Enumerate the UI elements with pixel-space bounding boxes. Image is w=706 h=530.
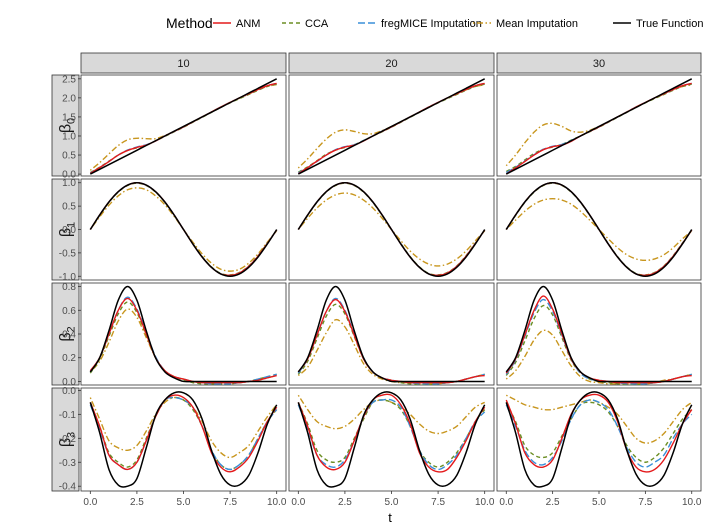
legend: Method ANM CCA fregMICE Imputation Mean Imp…	[166, 15, 703, 31]
series-line-1-panel-3-1	[297, 399, 486, 468]
row-strip-2	[51, 282, 80, 386]
row-strip-label-1: β1	[58, 222, 78, 237]
series-line-1-panel-2-0	[89, 301, 277, 385]
y-tick-label-2-4: 0.8	[62, 282, 76, 293]
series-line-2-panel-3-1	[297, 398, 486, 471]
series-line-4-panel-1-1	[297, 181, 486, 278]
column-strip-label-2: 30	[593, 58, 605, 70]
series-line-2-panel-3-2	[505, 399, 693, 468]
y-tick-label-3-2: -0.2	[59, 434, 77, 445]
panel-3-0	[80, 387, 287, 492]
x-tick-label-1-1: 2.5	[338, 497, 352, 508]
panel-border-2-1	[288, 282, 495, 386]
series-line-1-panel-2-1	[297, 303, 485, 385]
panel-2-1	[288, 282, 495, 386]
x-tick-label-2-1: 2.5	[546, 497, 560, 508]
legend-label-1: CCA	[305, 18, 329, 30]
column-strip-label-1: 20	[385, 58, 397, 70]
y-tick-label-1-3: 0.5	[62, 202, 76, 213]
y-tick-label-1-0: -1.0	[59, 272, 77, 283]
column-strip-label-0: 10	[177, 58, 189, 70]
y-tick-label-0-5: 2.5	[62, 74, 76, 85]
x-tick-label-1-2: 5.0	[385, 497, 399, 508]
x-axis-label: t	[388, 510, 392, 525]
x-tick-label-0-2: 5.0	[177, 497, 191, 508]
y-tick-label-3-3: -0.1	[59, 410, 77, 421]
x-tick-label-0-1: 2.5	[130, 497, 144, 508]
x-tick-label-2-2: 5.0	[592, 497, 606, 508]
panel-1-0	[80, 178, 287, 281]
panel-border-2-0	[80, 282, 287, 386]
panel-2-2	[496, 282, 702, 386]
legend-label-4: True Function	[636, 18, 703, 30]
series-line-4-panel-3-2	[505, 391, 693, 488]
x-tick-label-0-3: 7.5	[223, 497, 237, 508]
y-tick-label-1-1: -0.5	[59, 248, 77, 259]
series-line-4-panel-0-1	[297, 78, 486, 175]
y-tick-label-3-0: -0.4	[59, 482, 77, 493]
series-line-4-panel-0-0	[89, 78, 278, 175]
series-line-0-panel-3-2	[505, 393, 693, 473]
y-tick-label-2-1: 0.2	[62, 353, 76, 364]
y-tick-label-0-4: 2.0	[62, 93, 76, 104]
y-tick-label-3-1: -0.3	[59, 458, 77, 469]
y-tick-label-2-3: 0.6	[62, 306, 76, 317]
panel-1-1	[288, 178, 495, 281]
legend-label-3: Mean Imputation	[496, 18, 578, 30]
series-line-0-panel-3-0	[89, 394, 278, 473]
y-tick-label-0-0: 0.0	[62, 170, 76, 181]
panel-2-0	[80, 282, 287, 386]
row-strip-3	[51, 387, 80, 492]
column-strip-1	[288, 52, 495, 74]
series-line-4-panel-1-2	[505, 181, 693, 278]
series-line-4-panel-2-1	[297, 285, 485, 383]
x-tick-label-0-4: 10.0	[267, 497, 287, 508]
series-line-4-panel-0-2	[505, 78, 693, 175]
panel-border-3-0	[80, 387, 287, 492]
x-tick-label-1-4: 10.0	[475, 497, 495, 508]
series-line-3-panel-1-2	[505, 197, 693, 262]
y-tick-label-2-0: 0.0	[62, 377, 76, 388]
row-strip-0	[51, 74, 80, 177]
y-tick-label-0-1: 0.5	[62, 151, 76, 162]
panel-3-2	[496, 387, 702, 492]
series-line-4-panel-1-0	[89, 181, 278, 278]
series-line-4-panel-3-1	[297, 391, 486, 488]
series-line-4-panel-2-0	[89, 285, 277, 383]
y-tick-label-0-2: 1.0	[62, 131, 76, 142]
row-strip-label-0: β0	[58, 118, 78, 133]
panel-3-1	[288, 387, 495, 492]
x-tick-label-0-0: 0.0	[83, 497, 97, 508]
column-strip-0	[80, 52, 287, 74]
x-tick-label-2-3: 7.5	[638, 497, 652, 508]
series-line-4-panel-2-2	[505, 285, 692, 383]
y-tick-label-1-4: 1.0	[62, 178, 76, 189]
x-tick-label-1-0: 0.0	[291, 497, 305, 508]
row-strip-label-3: β3	[58, 432, 78, 447]
series-line-1-panel-3-2	[505, 401, 693, 463]
x-tick-label-1-3: 7.5	[431, 497, 445, 508]
panel-1-2	[496, 178, 702, 281]
y-tick-label-3-4: 0.0	[62, 386, 76, 397]
panel-0-0	[80, 74, 287, 177]
x-tick-label-2-0: 0.0	[499, 497, 513, 508]
series-line-3-panel-3-1	[297, 394, 486, 435]
panel-border-3-1	[288, 387, 495, 492]
series-line-4-panel-3-0	[89, 391, 278, 488]
y-tick-label-2-2: 0.4	[62, 330, 76, 341]
panel-0-2	[496, 74, 702, 177]
series-line-0-panel-3-1	[297, 393, 486, 473]
panel-border-2-2	[496, 282, 702, 386]
y-tick-label-1-2: 0.0	[62, 225, 76, 236]
y-tick-label-0-3: 1.5	[62, 112, 76, 123]
legend-title: Method	[166, 15, 213, 31]
legend-label-2: fregMICE Imputation	[381, 18, 482, 30]
x-tick-label-2-4: 10.0	[682, 497, 702, 508]
series-line-1-panel-0-2	[505, 83, 692, 173]
row-strip-label-2: β2	[58, 326, 78, 341]
column-strip-2	[496, 52, 702, 74]
panel-0-1	[288, 74, 495, 177]
legend-label-0: ANM	[236, 18, 260, 30]
